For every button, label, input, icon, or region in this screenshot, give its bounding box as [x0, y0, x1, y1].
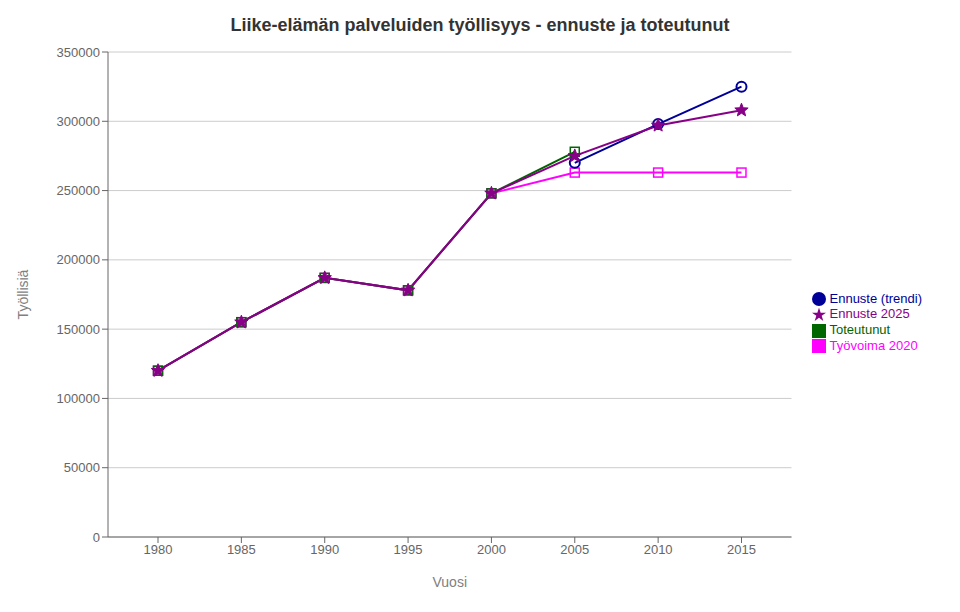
svg-text:2005: 2005: [560, 542, 589, 557]
html-text:Liike-elämän palveluiden työll: Liike-elämän palveluiden työllisyys - en…: [230, 15, 730, 35]
html-text:Ennuste (trendi): Ennuste (trendi): [829, 290, 922, 306]
html-text:Työvoima 2020: Työvoima 2020: [829, 337, 918, 353]
svg-text:Vuosi: Vuosi: [432, 574, 467, 590]
svg-text:1990: 1990: [310, 542, 339, 557]
svg-text:1985: 1985: [227, 542, 256, 557]
svg-text:50000: 50000: [64, 460, 100, 475]
svg-text:Työllisiä: Työllisiä: [15, 269, 31, 319]
svg-text:250000: 250000: [57, 183, 100, 198]
svg-text:0: 0: [93, 530, 100, 545]
svg-text:2010: 2010: [644, 542, 673, 557]
svg-text:150000: 150000: [57, 322, 100, 337]
html-text:Ennuste 2025: Ennuste 2025: [829, 306, 910, 322]
svg-text:2000: 2000: [477, 542, 506, 557]
svg-text:1980: 1980: [144, 542, 173, 557]
svg-text:2015: 2015: [727, 542, 756, 557]
html-text:Toteutunut: Toteutunut: [829, 322, 891, 337]
svg-text:300000: 300000: [57, 114, 100, 129]
svg-text:200000: 200000: [57, 252, 100, 267]
svg-text:100000: 100000: [57, 391, 100, 406]
svg-text:1995: 1995: [394, 542, 423, 557]
svg-text:350000: 350000: [57, 45, 100, 60]
